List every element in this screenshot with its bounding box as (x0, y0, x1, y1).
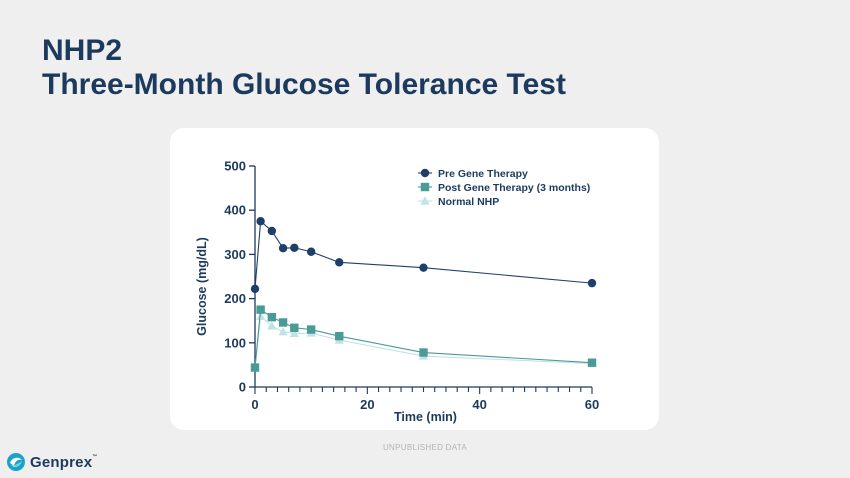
data-point-series-2 (419, 348, 428, 357)
data-point-series-1 (256, 217, 265, 226)
y-tick-label: 200 (224, 291, 246, 306)
data-point-series-2 (278, 318, 288, 327)
footer-note: UNPUBLISHED DATA (382, 443, 468, 452)
series-line-1 (254, 220, 593, 289)
data-point-series-3 (289, 328, 299, 338)
logo-wordmark: Genprex (30, 453, 93, 471)
slide-title-line1: NHP2 (42, 34, 123, 67)
logo-trademark: ™ (92, 453, 98, 460)
data-point-series-1 (587, 278, 597, 288)
data-point-series-1 (290, 243, 299, 252)
x-tick-label: 40 (472, 397, 486, 412)
data-point-series-2 (256, 305, 265, 314)
y-axis-label: Glucose (mg/dL) (195, 237, 209, 336)
data-point-series-3 (278, 326, 288, 336)
chart-card: 0 100 200 300 400 500 0 20 40 60 Time (min) Glucose… (170, 128, 659, 430)
x-tick-label: 20 (360, 397, 374, 412)
slide-title: NHP2 Three-Month Glucose Tolerance Test (42, 34, 566, 102)
legend-label: Normal NHP (438, 196, 499, 208)
data-point-series-1 (335, 258, 344, 267)
glucose-chart: 0 100 200 300 400 500 0 20 40 60 Time (min) Glucose… (195, 159, 599, 425)
legend-marker (420, 182, 430, 192)
data-point-series-2 (250, 363, 260, 372)
data-point-series-1 (419, 263, 428, 272)
legend-label: Post Gene Therapy (3 months) (438, 182, 590, 194)
x-axis-label: Time (min) (394, 410, 457, 424)
data-point-series-2 (290, 323, 299, 332)
genprex-logo: Genprex™ (6, 452, 97, 472)
y-tick-label: 300 (224, 247, 246, 262)
legend-marker (420, 168, 430, 178)
data-point-series-2 (587, 358, 597, 367)
y-tick-label: 400 (224, 203, 246, 218)
data-point-series-1 (278, 244, 288, 253)
data-point-series-2 (306, 325, 316, 334)
slide-title-line2: Three-Month Glucose Tolerance Test (42, 68, 566, 101)
x-tick-label: 60 (585, 397, 599, 412)
y-tick-label: 500 (224, 159, 246, 174)
legend-marker (420, 196, 430, 205)
data-point-series-1 (306, 247, 316, 256)
logo-text: Genprex™ (30, 454, 97, 471)
data-point-series-2 (335, 331, 344, 341)
y-tick-label: 100 (224, 335, 246, 350)
data-point-series-3 (267, 321, 277, 330)
data-point-series-3 (256, 311, 266, 320)
genprex-logo-icon (7, 453, 25, 471)
legend-label: Pre Gene Therapy (438, 168, 528, 180)
y-tick-label: 0 (239, 380, 246, 395)
data-point-series-2 (267, 312, 277, 322)
data-point-series-1 (250, 284, 260, 294)
data-point-series-1 (267, 226, 277, 236)
x-tick-label: 0 (251, 397, 258, 412)
